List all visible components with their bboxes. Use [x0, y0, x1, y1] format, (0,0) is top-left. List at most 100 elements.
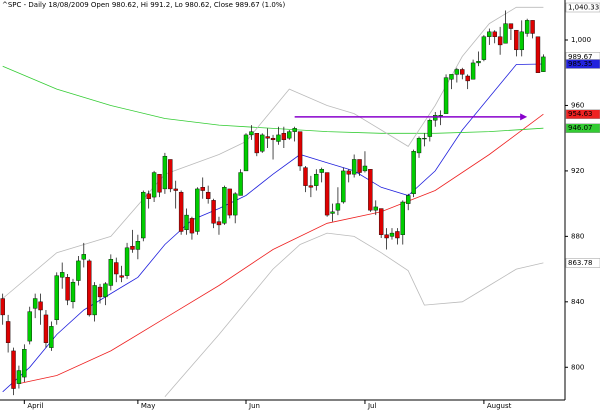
- candle-body: [265, 136, 270, 139]
- arrow-head: [520, 113, 528, 121]
- y-tick-label: 880: [571, 232, 584, 240]
- candle-body: [487, 31, 492, 37]
- price-label: 954.63: [568, 110, 593, 118]
- price-label: 863.78: [568, 259, 593, 267]
- candle-body: [535, 36, 541, 73]
- candle-body: [27, 311, 32, 342]
- candle-body: [211, 200, 216, 224]
- candle-body: [443, 77, 449, 114]
- candle-body: [5, 321, 11, 343]
- candle-body: [200, 187, 205, 191]
- candle-body: [38, 301, 43, 311]
- candle-body: [308, 185, 314, 188]
- candle-body: [470, 62, 476, 80]
- candle-body: [281, 133, 287, 141]
- candle-body: [406, 195, 411, 204]
- x-tick-label: August: [487, 402, 512, 410]
- price-label: 985.35: [568, 60, 593, 68]
- y-tick-label: 960: [571, 101, 584, 109]
- candle-body: [476, 61, 481, 64]
- x-tick-label: April: [27, 402, 43, 410]
- candle-body: [454, 69, 460, 75]
- chart-title: ^SPC - Daily 18/08/2009 Open 980.62, Hi …: [2, 1, 285, 9]
- candle-body: [395, 231, 400, 239]
- candle-body: [238, 172, 243, 196]
- candle-body: [114, 262, 119, 275]
- candle-body: [162, 155, 168, 190]
- candle-body: [11, 350, 16, 389]
- candle-body: [254, 133, 260, 154]
- price-label-box: [565, 123, 600, 133]
- candle-body: [92, 285, 97, 316]
- x-tick-label: Jun: [248, 402, 260, 410]
- candle-body: [54, 275, 59, 321]
- candle-body: [362, 165, 368, 172]
- y-tick-label: 920: [571, 167, 584, 175]
- candle-body: [292, 128, 297, 132]
- candle-body: [130, 245, 135, 250]
- candle-body: [481, 36, 487, 60]
- candle-body: [168, 159, 173, 190]
- candle-body: [514, 29, 519, 51]
- candle-body: [438, 115, 443, 117]
- candle-body: [135, 241, 141, 250]
- candle-body: [16, 370, 22, 384]
- candle-body: [70, 281, 76, 303]
- candle-body: [270, 137, 276, 141]
- candle-body: [184, 214, 189, 231]
- candle-body: [103, 283, 108, 298]
- indicator-line: [164, 232, 544, 397]
- candle-body: [384, 234, 389, 239]
- candle-body: [400, 201, 405, 235]
- candle-body: [373, 206, 378, 211]
- candle-body: [314, 173, 319, 186]
- candle-body: [503, 23, 508, 44]
- candle-body: [416, 137, 422, 154]
- candle-body: [449, 74, 454, 80]
- candle-body: [108, 259, 114, 286]
- y-tick-label: 840: [571, 298, 584, 306]
- candle-body: [81, 254, 87, 260]
- candle-body: [222, 187, 227, 224]
- candle-body: [530, 20, 535, 34]
- candle-body: [433, 115, 438, 121]
- candle-body: [287, 131, 292, 139]
- candle-body: [460, 69, 465, 75]
- candle-body: [141, 191, 146, 239]
- candle-body: [492, 31, 497, 37]
- candle-body: [341, 170, 346, 203]
- candle-body: [124, 247, 130, 276]
- candle-body: [76, 260, 81, 281]
- candle-body: [119, 275, 124, 278]
- candle-body: [65, 277, 70, 301]
- candle-body: [205, 191, 211, 199]
- x-tick-label: Jul: [367, 402, 377, 410]
- candle-body: [524, 20, 530, 34]
- candle-body: [232, 193, 238, 216]
- candle-body: [519, 31, 524, 51]
- candle-body: [335, 203, 341, 211]
- price-label: 946.07: [568, 124, 593, 132]
- candle-body: [173, 188, 178, 191]
- candle-body: [427, 119, 433, 137]
- candle-body: [0, 298, 5, 316]
- candle-body: [508, 23, 514, 29]
- indicator-line: [2, 65, 544, 134]
- candle-body: [178, 191, 184, 232]
- candle-body: [43, 314, 49, 343]
- candle-body: [303, 167, 308, 186]
- candle-body: [324, 172, 330, 216]
- candle-body: [297, 131, 303, 167]
- candle-body: [389, 232, 395, 237]
- indicator-line: [2, 6, 544, 299]
- indicator-line: [18, 113, 544, 384]
- candle-body: [351, 159, 357, 175]
- candle-body: [151, 172, 157, 198]
- candle-body: [249, 131, 254, 136]
- candle-body: [260, 134, 265, 152]
- y-tick-label: 1,000: [571, 36, 591, 44]
- candle-body: [368, 169, 373, 211]
- price-label: 989.67: [568, 53, 593, 61]
